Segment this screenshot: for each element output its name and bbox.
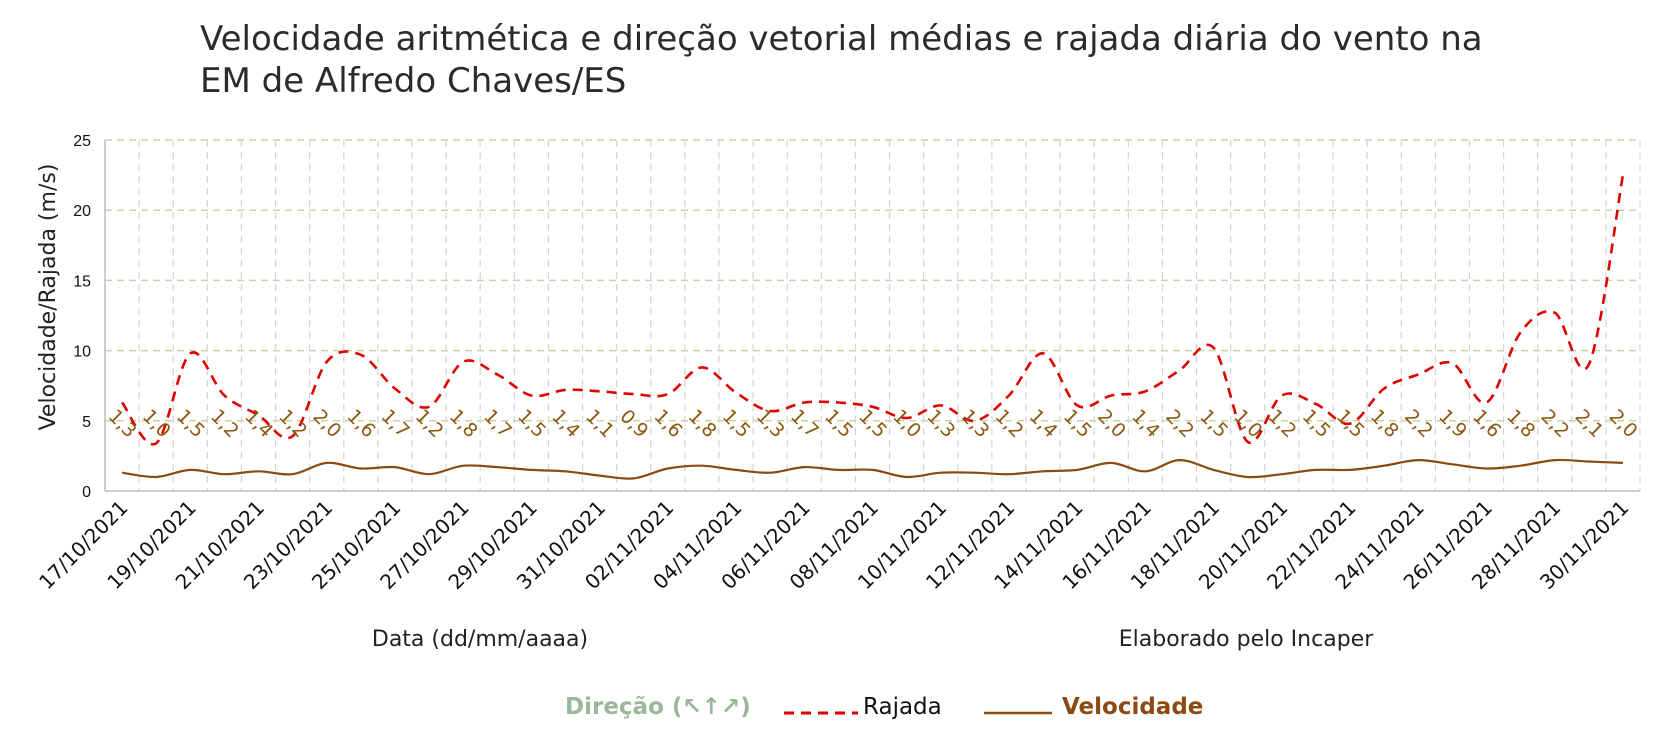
x-axis-title: Data (dd/mm/aaaa) bbox=[372, 627, 588, 652]
legend-gust: Rajada bbox=[863, 694, 942, 720]
data-label: 2,2 bbox=[1400, 405, 1437, 442]
data-label: 2,0 bbox=[1093, 405, 1130, 442]
data-label: 1,2 bbox=[411, 405, 448, 442]
data-label: 1,4 bbox=[1127, 405, 1164, 442]
data-label: 1,5 bbox=[1298, 405, 1335, 442]
data-label: 1,7 bbox=[377, 405, 414, 442]
data-label: 2,2 bbox=[1537, 405, 1574, 442]
data-label: 1,2 bbox=[991, 405, 1028, 442]
data-label: 1,3 bbox=[752, 405, 789, 442]
x-tick-labels: 17/10/202119/10/202121/10/202123/10/2021… bbox=[34, 496, 1633, 594]
data-label: 2,0 bbox=[309, 405, 346, 442]
y-tick-label: 0 bbox=[82, 484, 91, 501]
data-label: 1,6 bbox=[1468, 405, 1505, 442]
data-label: 1,0 bbox=[888, 405, 925, 442]
chart-title: Velocidade aritmética e direção vetorial… bbox=[200, 18, 1500, 102]
series-lines bbox=[121, 174, 1625, 480]
y-tick-label: 10 bbox=[73, 344, 91, 361]
data-label: 1,5 bbox=[718, 405, 755, 442]
data-label: 1,4 bbox=[547, 405, 584, 442]
chart-title-line-1: Velocidade aritmética e direção vetorial… bbox=[200, 19, 1483, 59]
data-label: 2,1 bbox=[1571, 405, 1608, 442]
data-label: 1,5 bbox=[513, 405, 550, 442]
data-label: 1,5 bbox=[1059, 405, 1096, 442]
data-label: 1,5 bbox=[1195, 405, 1232, 442]
data-label: 1,1 bbox=[581, 405, 618, 442]
chart-title-line-2: EM de Alfredo Chaves/ES bbox=[200, 61, 627, 101]
y-tick-label: 5 bbox=[82, 414, 91, 431]
y-tick-labels: 0 5 10 15 20 25 bbox=[73, 133, 91, 501]
data-label: 1,2 bbox=[206, 405, 243, 442]
data-label: 1,6 bbox=[343, 405, 380, 442]
y-tick-label: 25 bbox=[73, 133, 91, 150]
legend-direction: Direção (↖↑↗) bbox=[565, 694, 751, 720]
y-tick-label: 20 bbox=[73, 203, 91, 220]
axes bbox=[104, 140, 1640, 492]
data-label: 1,9 bbox=[1434, 405, 1471, 442]
y-tick-label: 15 bbox=[73, 273, 91, 290]
data-label: 1,5 bbox=[1332, 405, 1369, 442]
gust-line bbox=[121, 174, 1625, 446]
data-label: 1,3 bbox=[957, 405, 994, 442]
legend-speed-swatch bbox=[984, 711, 1052, 715]
data-label: 1,5 bbox=[172, 405, 209, 442]
data-label: 1,4 bbox=[1025, 405, 1062, 442]
data-label: 1,8 bbox=[1502, 405, 1539, 442]
speed-line bbox=[121, 458, 1623, 480]
data-label: 1,5 bbox=[854, 405, 891, 442]
legend: Direção (↖↑↗) Rajada Velocidade bbox=[0, 694, 1670, 724]
data-label: 1,2 bbox=[1264, 405, 1301, 442]
data-labels: 1,31,01,51,21,41,22,01,61,71,21,81,71,51… bbox=[104, 405, 1642, 442]
legend-gust-swatch bbox=[784, 711, 858, 715]
legend-speed: Velocidade bbox=[1062, 694, 1204, 720]
credit-text: Elaborado pelo Incaper bbox=[1119, 627, 1374, 652]
data-label: 2,0 bbox=[1605, 405, 1642, 442]
data-label: 0,9 bbox=[616, 405, 653, 442]
grid-lines bbox=[105, 139, 1641, 491]
data-label: 1,8 bbox=[1366, 405, 1403, 442]
y-axis-title: Velocidade/Rajada (m/s) bbox=[36, 164, 61, 431]
data-label: 1,8 bbox=[684, 405, 721, 442]
data-label: 1,7 bbox=[786, 405, 823, 442]
data-label: 1,4 bbox=[240, 405, 277, 442]
data-label: 1,5 bbox=[820, 405, 857, 442]
data-label: 2,2 bbox=[1161, 405, 1198, 442]
data-label: 1,6 bbox=[650, 405, 687, 442]
data-label: 1,8 bbox=[445, 405, 482, 442]
data-label: 1,7 bbox=[479, 405, 516, 442]
data-label: 1,3 bbox=[104, 405, 141, 442]
